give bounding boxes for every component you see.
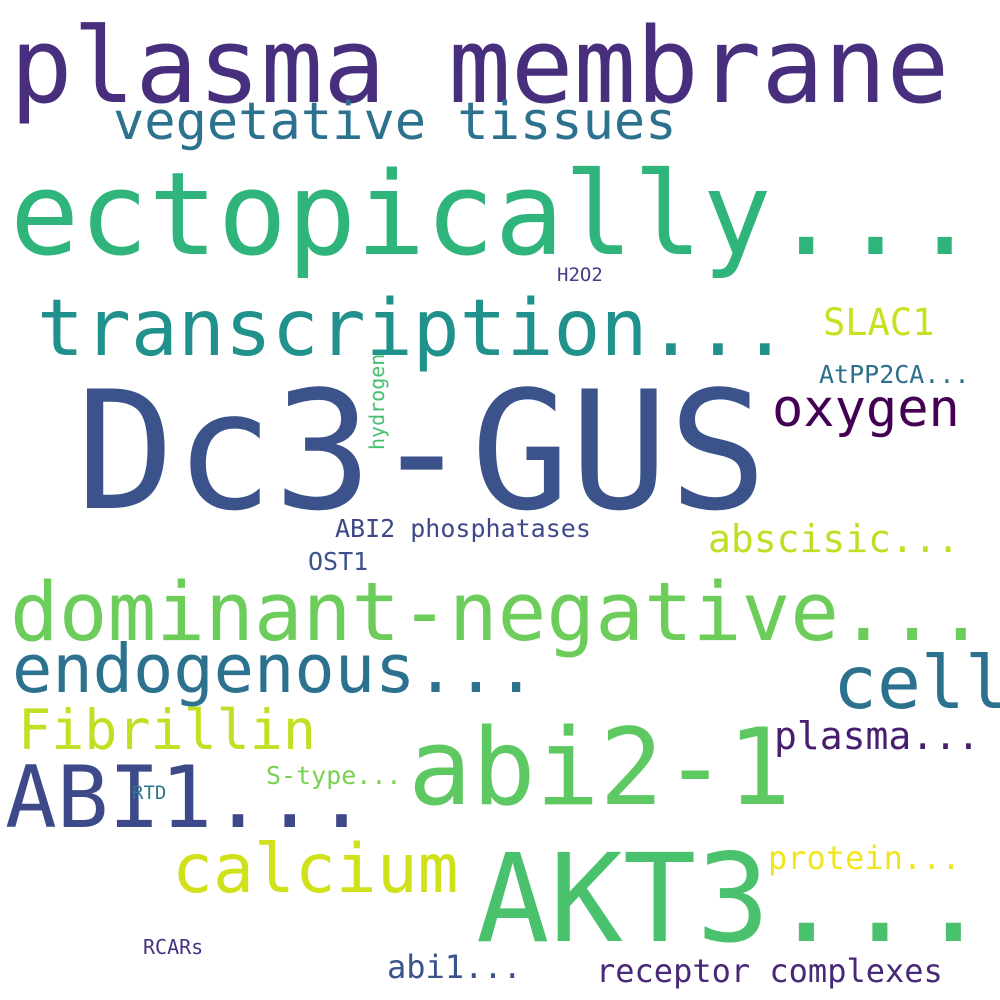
word-atpp2ca: AtPP2CA...	[819, 360, 970, 389]
word-s-type: S-type...	[266, 761, 402, 790]
word-abi1-lower: abi1...	[387, 948, 522, 986]
word-rtd: RTD	[132, 782, 167, 804]
word-receptor-complexes: receptor complexes	[596, 952, 943, 990]
word-abi1: ABI1...	[5, 748, 368, 848]
word-ectopically: ectopically...	[10, 148, 980, 282]
word-abi2-1: abi2-1	[408, 706, 791, 829]
word-fibrillin: Fibrillin	[18, 698, 317, 762]
word-rcars: RCARs	[143, 935, 204, 959]
word-oxygen: oxygen	[772, 379, 960, 439]
word-slac1: SLAC1	[823, 301, 935, 344]
word-transcription: transcription...	[37, 284, 789, 374]
word-plasma-membrane: plasma membrane	[10, 5, 950, 127]
word-vegetative-tissues: vegetative tissues	[113, 92, 677, 152]
word-dominant-negative: dominant-negative...	[10, 566, 986, 660]
word-h2o2: H2O2	[557, 264, 603, 286]
word-akt3: AKT3...	[476, 828, 991, 970]
word-ost1: OST1	[308, 547, 369, 576]
word-dc3-gus: Dc3-GUS	[76, 356, 768, 547]
word-endogenous: endogenous...	[12, 630, 537, 708]
word-abi2-phosphatases: ABI2 phosphatases	[335, 514, 591, 543]
word-abscisic: abscisic...	[708, 517, 960, 561]
word-plasma: plasma...	[774, 714, 980, 758]
word-calcium: calcium	[172, 830, 459, 909]
word-cell: cell	[833, 641, 1000, 726]
word-protein: protein...	[768, 839, 961, 877]
